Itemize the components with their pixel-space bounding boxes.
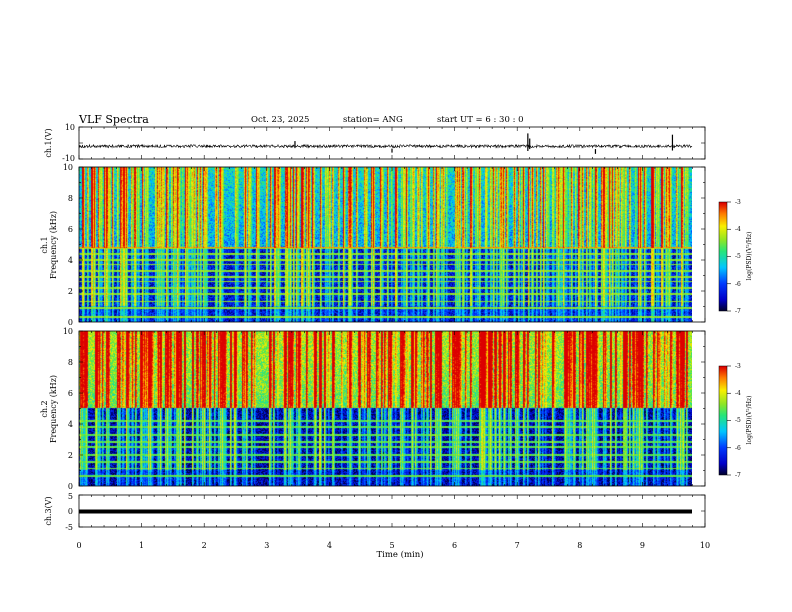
ch1-freq-tick-0: 0 [68, 318, 73, 327]
ch2-spectrogram-ylabel: Frequency (kHz) [49, 375, 58, 443]
cb1-tick-minus5: -5 [735, 253, 741, 260]
ch2-freq-tick-8: 8 [68, 358, 73, 367]
time-tick-8: 8 [577, 541, 582, 550]
start-ut-label: start UT = 6 : 30 : 0 [437, 115, 524, 125]
ch2-colorbar-label: log(PSD)(V²/Hz) [746, 396, 753, 445]
ch1-waveform-panel: 10 -10 ch.1(V) [44, 123, 706, 163]
time-tick-4: 4 [327, 541, 332, 550]
ch1-freq-tick-8: 8 [68, 194, 73, 203]
cb2-tick-minus3: -3 [735, 363, 741, 370]
ch3-ytick-5: 5 [68, 492, 73, 501]
ch1-colorbar-label: log(PSD)(V²/Hz) [746, 232, 753, 281]
ch1-waveform-frame [78, 126, 706, 160]
ch2-colorbar-image [719, 366, 727, 475]
ch1-spectrogram-panel: 0 2 4 6 8 10 ch.1 Frequency (kHz) -3 -4 … [40, 163, 753, 327]
time-tick-5: 5 [389, 541, 394, 550]
ch2-spectrogram-panel: 0 2 4 6 8 10 ch.2 Frequency (kHz) -3 -4 … [40, 327, 753, 491]
ch2-freq-tick-4: 4 [68, 420, 73, 429]
cb1-tick-minus7: -7 [735, 308, 741, 315]
ch2-spectrogram-yticks: 0 2 4 6 8 10 [63, 327, 73, 491]
ch2-freq-tick-0: 0 [68, 482, 73, 491]
ch1-freq-tick-10: 10 [63, 163, 73, 172]
ch2-spectrogram-image [79, 331, 692, 486]
time-tick-1: 1 [139, 541, 144, 550]
ch2-freq-tick-6: 6 [68, 389, 73, 398]
ch2-freq-tick-2: 2 [68, 451, 73, 460]
ch3-waveform-trace [79, 509, 692, 514]
ch1-waveform-trace [78, 143, 693, 149]
time-tick-9: 9 [640, 541, 645, 550]
cb1-tick-minus3: -3 [735, 199, 741, 206]
ch2-freq-tick-10: 10 [63, 327, 73, 336]
time-axis-label: Time (min) [376, 549, 423, 560]
axis-tick-marks [78, 126, 731, 528]
station-label: station= ANG [343, 115, 403, 125]
time-tick-2: 2 [202, 541, 207, 550]
ch2-spectrogram-channel-label: ch.2 [40, 400, 49, 417]
ch1-waveform-spikes [294, 133, 674, 154]
cb2-tick-minus7: -7 [735, 472, 741, 479]
time-tick-0: 0 [76, 541, 81, 550]
ch1-ytick-top: 10 [65, 123, 75, 132]
time-tick-6: 6 [452, 541, 457, 550]
cb2-tick-minus5: -5 [735, 417, 741, 424]
ch1-spectrogram-ylabel: Frequency (kHz) [49, 211, 58, 279]
ch1-spectrogram-channel-label: ch.1 [40, 236, 49, 253]
time-axis-tick-labels: 0 1 2 3 4 5 6 7 8 9 10 [76, 541, 710, 550]
time-tick-3: 3 [264, 541, 269, 550]
ch1-freq-tick-2: 2 [68, 287, 73, 296]
ch3-ytick-0: 0 [68, 507, 73, 516]
ch1-colorbar-image [719, 202, 727, 311]
ch1-spectrogram-yticks: 0 2 4 6 8 10 [63, 163, 73, 327]
cb1-tick-minus6: -6 [735, 281, 741, 288]
cb2-tick-minus6: -6 [735, 445, 741, 452]
date-label: Oct. 23, 2025 [251, 115, 309, 125]
ch1-freq-tick-6: 6 [68, 225, 73, 234]
figure-title: VLF Spectra [78, 113, 149, 126]
ch1-spectrogram-image [79, 167, 692, 322]
ch3-waveform-panel: 5 0 -5 ch.3(V) [44, 492, 706, 532]
cb2-tick-minus4: -4 [735, 390, 741, 397]
ch3-ytick-minus5: -5 [65, 523, 73, 532]
cb1-tick-minus4: -4 [735, 226, 741, 233]
ch3-ylabel: ch.3(V) [44, 496, 53, 525]
time-tick-7: 7 [515, 541, 520, 550]
time-tick-10: 10 [700, 541, 710, 550]
ch1-freq-tick-4: 4 [68, 256, 73, 265]
ch1-ytick-bottom: -10 [62, 154, 75, 163]
ch1-ylabel: ch.1(V) [44, 128, 53, 157]
